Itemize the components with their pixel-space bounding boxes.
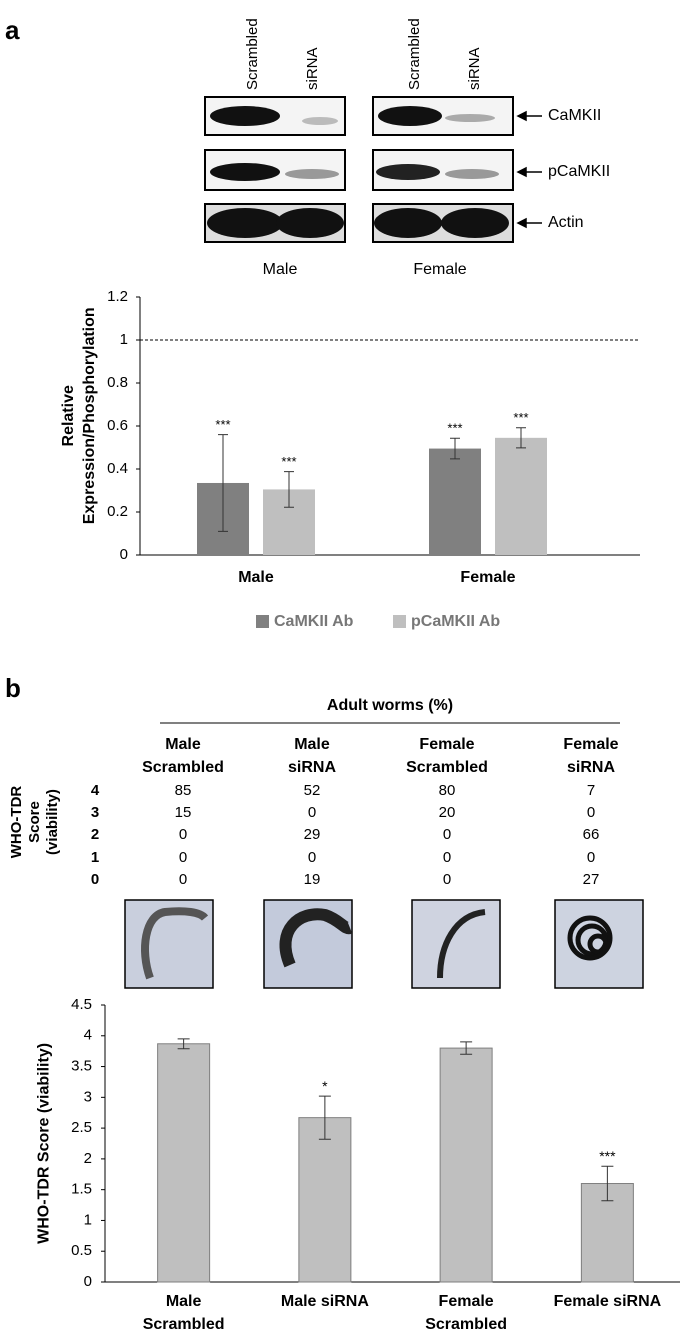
table-cell: 66 (583, 826, 600, 843)
panel-label: b (5, 673, 21, 703)
column-header: Male Scrambled (142, 736, 224, 776)
y-tick-label: 1 (84, 1211, 92, 1228)
table-cell: 27 (583, 871, 600, 888)
significance-label: *** (281, 454, 296, 469)
error-bar (601, 1165, 614, 1202)
protein-label: CaMKII (548, 107, 601, 124)
x-tick-label: Male siRNA (280, 1293, 369, 1310)
error-bar (177, 1038, 190, 1050)
table-cell: 29 (304, 826, 321, 843)
y-tick-label: 3.5 (71, 1058, 92, 1075)
legend-swatch (256, 615, 269, 628)
blot (204, 96, 542, 243)
legend-swatch (393, 615, 406, 628)
y-axis-label: Relative Expression/Phosphorylation (60, 307, 98, 525)
table-cell: 85 (175, 782, 192, 799)
bar (495, 437, 547, 555)
significance-label: *** (599, 1148, 616, 1164)
significance-label: *** (215, 417, 230, 432)
table-cell: 0 (443, 871, 451, 888)
x-tick-label: Male (238, 569, 274, 586)
table-cell: 0 (587, 849, 595, 866)
row-label: 4 (91, 782, 100, 799)
y-tick-label: 2 (84, 1150, 92, 1167)
x-tick-label: Female Scrambled (425, 1293, 508, 1333)
y-tick-label: 0.5 (71, 1242, 92, 1259)
error-bar (516, 427, 526, 449)
table-cell: 7 (587, 782, 595, 799)
y-tick-label: 2.5 (71, 1119, 92, 1136)
legend-label: pCaMKII Ab (411, 613, 500, 630)
error-bar (460, 1041, 473, 1055)
error-bar (284, 471, 294, 508)
bar (298, 1117, 352, 1283)
significance-label: *** (513, 410, 528, 425)
table-cell: 0 (179, 849, 187, 866)
column-header: Female Scrambled (406, 736, 488, 776)
y-tick-label: 0 (84, 1273, 92, 1290)
legend-label: CaMKII Ab (274, 613, 354, 630)
table-cell: 20 (439, 804, 456, 821)
error-bar (450, 437, 460, 460)
table-cell: 19 (304, 871, 321, 888)
row-label: 3 (91, 804, 99, 821)
table-cell: 0 (179, 826, 187, 843)
y-tick-label: 0 (120, 546, 128, 563)
row-label: 2 (91, 826, 99, 843)
lane-label: siRNA (466, 47, 483, 90)
table-cell: 15 (175, 804, 192, 821)
x-tick-label: Female siRNA (553, 1293, 662, 1310)
column-header: Male siRNA (287, 736, 336, 776)
y-tick-label: 4 (84, 1027, 92, 1044)
y-axis-label: WHO-TDR Score (viability) (35, 1042, 53, 1244)
significance-label: * (322, 1078, 328, 1094)
group-label: Female (413, 261, 466, 278)
table-cell: 0 (308, 804, 316, 821)
y-tick-label: 0.6 (107, 417, 128, 434)
protein-label: Actin (548, 214, 584, 231)
table-cell: 0 (443, 849, 451, 866)
error-bar (218, 434, 228, 532)
y-tick-label: 1 (120, 331, 128, 348)
table-cell: 80 (439, 782, 456, 799)
y-tick-label: 1.2 (107, 288, 128, 305)
group-label: Male (263, 261, 298, 278)
x-tick-label: Female (460, 569, 515, 586)
x-tick-label: Male Scrambled (142, 1293, 225, 1333)
bar (439, 1047, 493, 1283)
y-tick-label: 3 (84, 1088, 92, 1105)
y-tick-label: 4.5 (71, 996, 92, 1013)
column-header: Female siRNA (563, 736, 619, 776)
row-label: 1 (91, 849, 99, 866)
y-tick-label: 0.4 (107, 460, 128, 477)
table-cell: 0 (179, 871, 187, 888)
bar (157, 1043, 211, 1283)
error-bar (318, 1095, 331, 1140)
table-cell: 0 (308, 849, 316, 866)
lane-label: Scrambled (406, 18, 423, 90)
table-cell: 0 (587, 804, 595, 821)
y-tick-label: 0.8 (107, 374, 128, 391)
row-label: 0 (91, 871, 99, 888)
table-cell: 0 (443, 826, 451, 843)
significance-label: *** (447, 421, 462, 436)
panel-label: a (5, 15, 20, 45)
table-cell: 52 (304, 782, 321, 799)
protein-label: pCaMKII (548, 163, 610, 180)
lane-label: Scrambled (244, 18, 261, 90)
lane-label: siRNA (304, 47, 321, 90)
bar (429, 448, 481, 555)
y-tick-label: 0.2 (107, 503, 128, 520)
worm-images (124, 899, 644, 989)
bar (580, 1183, 634, 1283)
row-header: WHO-TDR Score (viability) (8, 785, 61, 859)
table-title: Adult worms (%) (327, 697, 453, 714)
y-tick-label: 1.5 (71, 1181, 92, 1198)
